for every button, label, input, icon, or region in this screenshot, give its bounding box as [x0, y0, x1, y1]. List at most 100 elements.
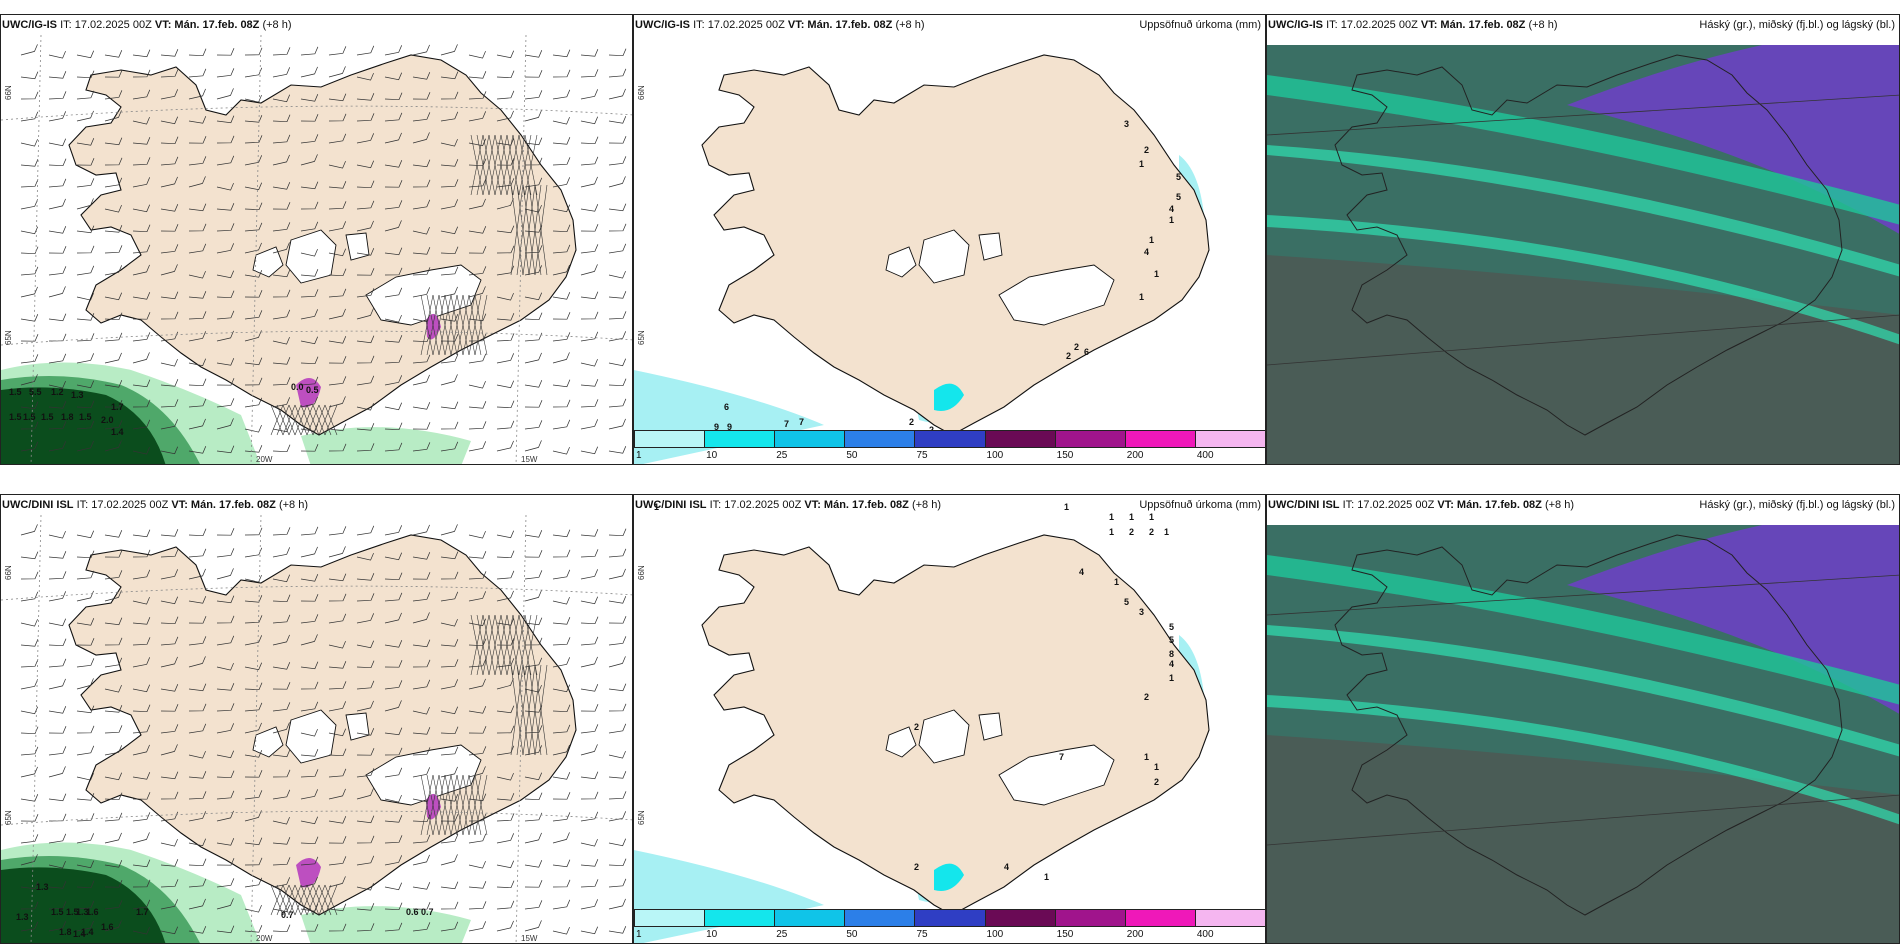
colorbar-tick: 25 [776, 929, 788, 940]
init-time: IT: 17.02.2025 00Z [1342, 499, 1435, 511]
colorbar-tick: 400 [1196, 450, 1214, 461]
field-value-label: 1.2 [51, 387, 64, 397]
lead-time: (+8 h) [278, 499, 309, 511]
field-value-label: 0.5 [306, 385, 319, 395]
field-value-label: 7 [799, 417, 804, 427]
field-value-label: 2 [1144, 145, 1149, 155]
valid-time-label: VT: [171, 499, 188, 511]
colorbar-tick: 100 [986, 450, 1004, 461]
panel-title: UWC/DINI ISL IT: 17.02.2025 00Z VT: Mán.… [1268, 499, 1574, 511]
field-value-label: 1.5 [23, 412, 36, 422]
glacier-outline [918, 229, 970, 284]
field-value-label: 1 [1064, 502, 1069, 512]
lead-time: (+8 h) [895, 19, 925, 31]
panel-title: UWC/IG-IS IT: 17.02.2025 00Z VT: Mán. 17… [1268, 19, 1558, 31]
valid-time: Mán. 17.feb. 08Z [174, 19, 260, 31]
field-value-label: 4 [1169, 659, 1174, 669]
field-value-label: 2 [1149, 527, 1154, 537]
glacier-outline [978, 232, 1003, 261]
colorbar-tick: 200 [1126, 450, 1144, 461]
field-value-label: 1 [1144, 752, 1149, 762]
colorbar-tick: 1 [636, 929, 642, 940]
mid-cloud-area [1567, 505, 1899, 714]
map-canvas [1267, 495, 1899, 943]
field-value-label: 1 [1114, 577, 1119, 587]
field-value-label: 8 [1169, 649, 1174, 659]
field-value-label: 1 [1139, 292, 1144, 302]
field-value-label: 1 [1109, 512, 1114, 522]
colorbar-tick: 50 [846, 929, 858, 940]
latitude-label: 66N [4, 85, 13, 100]
latitude-label: 65N [4, 330, 13, 345]
field-value-label: 1.8 [59, 927, 72, 937]
field-value-label: 1 [654, 502, 659, 512]
colorbar-swatch [1124, 430, 1196, 448]
model-name: UWC/DINI ISL [2, 499, 74, 511]
map-panel-r2c2: UWC/DINI ISL IT: 17.02.2025 00Z VT: Mán.… [633, 494, 1266, 944]
field-value-label: 2 [1074, 342, 1079, 352]
field-value-label: 1.4 [73, 929, 86, 939]
field-value-label: 4 [1004, 862, 1009, 872]
graticule [1267, 94, 1899, 366]
colorbar-tick: 50 [846, 450, 858, 461]
panel-title: UWC/DINI ISL IT: 17.02.2025 00Z VT: Mán.… [2, 499, 308, 511]
glacier-outline [998, 264, 1115, 326]
wind-barbs [20, 524, 627, 935]
graticule [1, 514, 632, 943]
field-value-label: 1.5 [66, 907, 79, 917]
colorbar-tick: 400 [1196, 929, 1214, 940]
colorbar-swatch [1054, 909, 1126, 927]
glacier-outline [918, 709, 970, 764]
field-value-label: 1.5 [79, 412, 92, 422]
field-value-label: 1 [1149, 235, 1154, 245]
field-value-label: 1.6 [86, 907, 99, 917]
field-value-label: 1.5 [9, 412, 22, 422]
field-value-label: 1.7 [136, 907, 149, 917]
panel-title: UWC/IG-IS IT: 17.02.2025 00Z VT: Mán. 17… [2, 19, 292, 31]
high-cloud-band [1267, 625, 1899, 757]
mid-cloud-area [1567, 25, 1899, 234]
precip-core [934, 383, 964, 411]
field-value-label: 9 [727, 422, 732, 432]
panel-parameter: Háský (gr.), miðský (fj.bl.) og lágský (… [1699, 499, 1895, 511]
field-value-label: 5 [1124, 597, 1129, 607]
fog-light-area [301, 906, 471, 943]
field-value-label: 2 [914, 722, 919, 732]
iceland-coastline [1334, 54, 1843, 436]
field-value-label: 2 [914, 862, 919, 872]
colorbar-swatch [984, 430, 1056, 448]
field-value-label: 0.6 [406, 907, 419, 917]
field-value-label: 2 [909, 417, 914, 427]
precip-colorbar: 1 10 25 50 75 100 150 200 400 [634, 430, 1265, 464]
colorbar-tick: 150 [1056, 929, 1074, 940]
colorbar-tick: 75 [916, 929, 928, 940]
latitude-label: 66N [637, 565, 646, 580]
field-value-label: 1.3 [16, 912, 29, 922]
latitude-label: 65N [637, 810, 646, 825]
model-name: UWC/IG-IS [2, 19, 57, 31]
precip-colorbar: 1 10 25 50 75 100 150 200 400 [634, 909, 1265, 943]
lead-time: (+8 h) [911, 499, 942, 511]
hatched-area [270, 614, 548, 916]
field-value-label: 6 [1084, 347, 1089, 357]
high-cloud-band [1267, 695, 1899, 825]
high-cloud-band [1267, 555, 1899, 705]
field-value-label: 2 [1129, 527, 1134, 537]
map-canvas [1267, 15, 1899, 464]
latitude-label: 66N [637, 85, 646, 100]
map-panel-r1c1: UWC/IG-IS IT: 17.02.2025 00Z VT: Mán. 17… [0, 14, 633, 465]
valid-time-label: VT: [154, 19, 172, 31]
valid-time-label: VT: [787, 19, 805, 31]
field-value-label: 1.4 [111, 427, 124, 437]
map-panel-r2c1: UWC/DINI ISL IT: 17.02.2025 00Z VT: Mán.… [0, 494, 633, 944]
colorbar-swatch [844, 909, 916, 927]
colorbar-swatch [774, 430, 846, 448]
field-value-label: 1.7 [111, 402, 124, 412]
field-value-label: 6 [724, 402, 729, 412]
field-value-label: 1 [1154, 762, 1159, 772]
glacier-outline [998, 744, 1115, 806]
clear-area [1267, 15, 1899, 45]
field-value-label: 0.7 [281, 910, 294, 920]
